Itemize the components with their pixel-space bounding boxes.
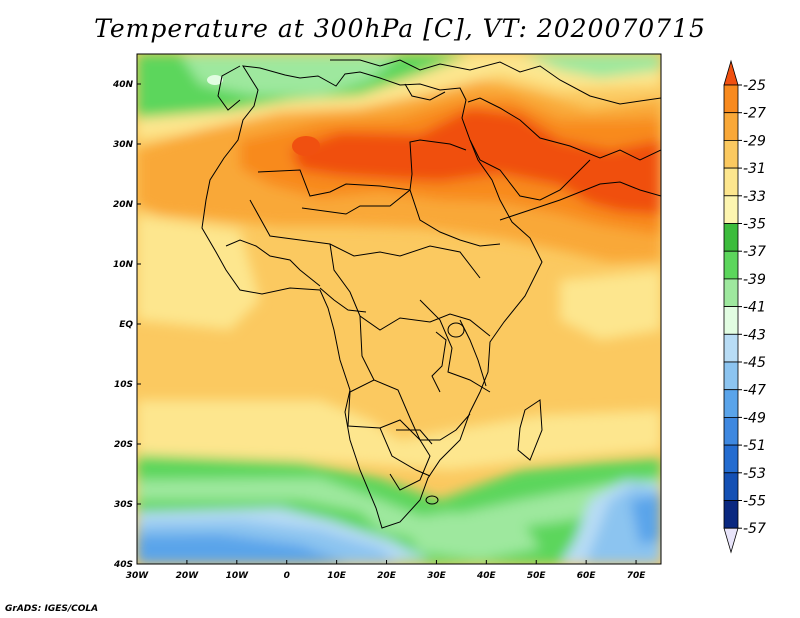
chart-title: Temperature at 300hPa [C], VT: 202007071… <box>94 14 706 43</box>
colorbar-label: -29 <box>743 133 766 149</box>
colorbar-label: -39 <box>743 272 766 288</box>
colorbar-segment <box>723 195 739 224</box>
colorbar-label: -49 <box>743 410 766 426</box>
lat-tick-label: 10N <box>113 260 134 270</box>
colorbar-label: -33 <box>743 189 766 205</box>
lon-tick-label: 10E <box>327 571 347 581</box>
lon-tick-label: 20W <box>176 571 200 581</box>
colorbar-segment <box>723 472 739 501</box>
colorbar-segment <box>723 167 739 197</box>
temperature-field <box>137 54 661 564</box>
colorbar-label: -37 <box>743 244 766 260</box>
colorbar-segment <box>723 306 739 335</box>
colorbar-segment <box>723 250 739 280</box>
colorbar-segment <box>723 500 739 529</box>
latitude-axis: 40N 30N 20N 10N EQ 10S 20S 30S 40S <box>112 80 141 570</box>
colorbar-segment <box>723 112 739 141</box>
lon-tick-label: 60E <box>577 571 597 581</box>
lat-tick-label: 20S <box>114 440 133 450</box>
colorbar-arrow-bottom <box>723 527 739 554</box>
colorbar-label: -47 <box>743 383 766 399</box>
colorbar-label: -51 <box>743 438 766 454</box>
colorbar-label: -45 <box>743 355 766 371</box>
colorbar-label: -43 <box>743 327 766 343</box>
lat-tick-label: 20N <box>113 200 134 210</box>
colorbar-segment <box>723 223 739 252</box>
lon-tick-label: 10W <box>226 571 250 581</box>
map-frame <box>136 53 662 565</box>
lon-tick-label: 30E <box>427 571 447 581</box>
colorbar-label: -41 <box>743 300 766 316</box>
colorbar-label: -27 <box>743 106 766 122</box>
colorbar-label: -55 <box>743 494 766 510</box>
lon-tick-label: 40E <box>476 571 497 581</box>
colorbar-segment <box>723 361 739 391</box>
colorbar-segment <box>723 84 739 114</box>
lat-tick-label: 40S <box>113 560 133 570</box>
colorbar-legend: -25 -27 -29 -31 -33 -35 -37 -39 -41 -43 -45 -47 -49 -… <box>723 59 766 554</box>
lon-tick-label: 70E <box>627 571 647 581</box>
longitude-axis: 30W 20W 10W 0 10E 20E 30E 40E 50E 60E 70E <box>126 560 646 581</box>
colorbar-label: -57 <box>743 521 766 537</box>
colorbar-label: -25 <box>743 78 766 94</box>
lon-tick-label: 50E <box>527 571 547 581</box>
colorbar-segment <box>723 139 739 169</box>
lat-tick-label: 40N <box>112 80 134 90</box>
coastline-outlines <box>201 59 661 529</box>
colorbar-label: -53 <box>743 466 766 482</box>
credit-label: GrADS: IGES/COLA <box>5 604 99 614</box>
colorbar-arrow-top <box>723 59 739 86</box>
lon-tick-label: 20E <box>377 571 397 581</box>
lat-tick-label: 10S <box>114 380 133 390</box>
colorbar-segment <box>723 389 739 418</box>
colorbar-segment <box>723 278 739 307</box>
colorbar-segment <box>723 416 739 446</box>
lat-tick-label: EQ <box>119 320 133 330</box>
colorbar-label: -35 <box>743 217 766 233</box>
lon-tick-label: 0 <box>284 571 290 581</box>
lon-tick-label: 30W <box>126 571 150 581</box>
colorbar-label: -31 <box>743 161 766 177</box>
lat-tick-label: 30N <box>113 140 134 150</box>
lat-tick-label: 30S <box>114 500 133 510</box>
colorbar-segment <box>723 333 739 363</box>
colorbar-segment <box>723 444 739 474</box>
